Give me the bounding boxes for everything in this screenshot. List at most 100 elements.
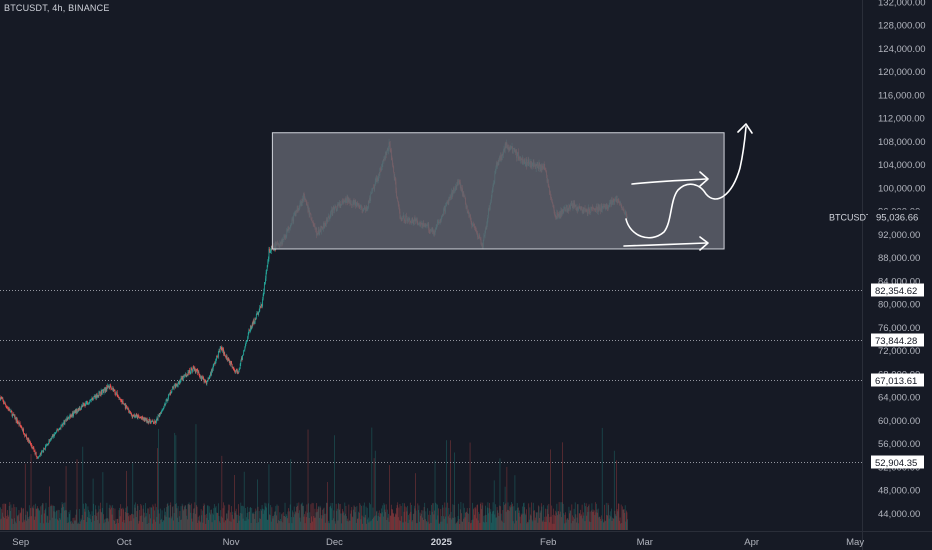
lower-arrow-head[interactable] [699,236,709,251]
candle-body [266,265,268,270]
price-tick-label: 108,000.00 [878,137,926,148]
volume-bar [94,505,96,530]
candle-body [157,418,158,421]
candle-body [151,420,153,422]
volume-bar [481,505,483,530]
volume-bar [263,509,265,530]
s-curve-arrow-line[interactable] [625,126,747,239]
candle-body [230,360,231,365]
volume-bar [137,505,139,530]
volume-bar [43,523,45,530]
lower-arrow-line[interactable] [623,242,707,247]
volume-bar [509,506,511,530]
volume-bar [125,507,127,530]
upper-arrow-line[interactable] [631,178,707,185]
volume-bar [605,502,607,530]
volume-bar [448,508,450,530]
s-curve-arrow-head[interactable] [737,123,753,134]
volume-bar [249,511,250,530]
candle-body [244,346,246,351]
volume-bar [474,506,476,530]
candle-body [228,360,230,363]
volume-bar [86,522,88,530]
volume-bar [174,504,176,530]
volume-bar [34,516,36,530]
volume-bar [562,442,563,530]
volume-bar [61,502,63,530]
candle-body [234,369,235,371]
volume-bar [602,519,604,530]
volume-bar [244,520,246,530]
candle-body [63,421,65,424]
volume-bar [422,510,424,530]
volume-bar [576,517,578,530]
upper-arrow-head[interactable] [699,171,709,187]
volume-bar [508,510,510,530]
volume-bar [467,513,469,530]
volume-bar [177,506,179,530]
volume-bar [404,506,406,530]
candle-body [226,355,228,360]
volume-bar [5,503,7,530]
candle-body [95,395,97,399]
candle-body [27,437,28,441]
volume-bar [81,520,83,530]
volume-bar [81,515,83,530]
volume-bar [388,521,390,530]
volume-bar [384,504,385,530]
range-box[interactable] [271,132,725,250]
volume-bar [519,516,521,530]
volume-bar [111,514,113,530]
volume-bar [295,512,297,530]
volume-bar [123,519,125,530]
volume-bar [43,513,45,530]
price-axis[interactable]: 132,000.00128,000.00124,000.00120,000.00… [878,0,926,520]
volume-bar [258,511,260,530]
volume-bar [419,512,421,530]
candle-body [124,404,126,409]
volume-bar [311,516,312,530]
volume-bar [607,515,608,530]
volume-bar [532,502,534,530]
volume-bar [147,508,149,530]
range-box-drawing[interactable] [271,132,725,250]
candle-body [86,401,88,404]
candle-body [53,434,55,437]
candle-body [144,418,146,421]
candle-body [186,375,188,376]
volume-bar [203,505,204,530]
volume-bar [563,523,565,530]
candle-body [65,419,66,421]
candle-body [232,367,234,369]
candle-body [201,377,203,379]
volume-bar [5,515,7,530]
volume-bar [194,513,196,530]
volume-bar [157,448,158,530]
volume-bar [173,513,175,530]
volume-bar [54,506,55,530]
candle-body [265,272,267,279]
time-axis[interactable]: Sep Oct Nov Dec 2025 Feb Mar Apr May [12,537,864,548]
candle-body [182,376,184,380]
volume-bar [498,505,500,530]
candle-body [100,390,102,395]
volume-bar [347,521,349,530]
volume-bar [296,506,297,530]
volume-bar [234,512,236,530]
volume-bar [588,504,590,530]
hand-drawn-arrows[interactable] [623,123,753,251]
candle-body [22,429,23,431]
candle-body [74,410,76,412]
volume-bar [399,504,401,530]
symbol-header[interactable]: BTCUSDT, 4h, BINANCE [4,3,110,13]
volume-bar [230,521,232,530]
candle-body [249,330,251,332]
candle-body [209,375,211,378]
candle-body [135,415,137,417]
volume-bar [545,521,547,530]
candle-body [207,378,209,382]
volume-bar [358,512,360,530]
candle-body [181,377,182,379]
volume-bar [583,515,585,530]
